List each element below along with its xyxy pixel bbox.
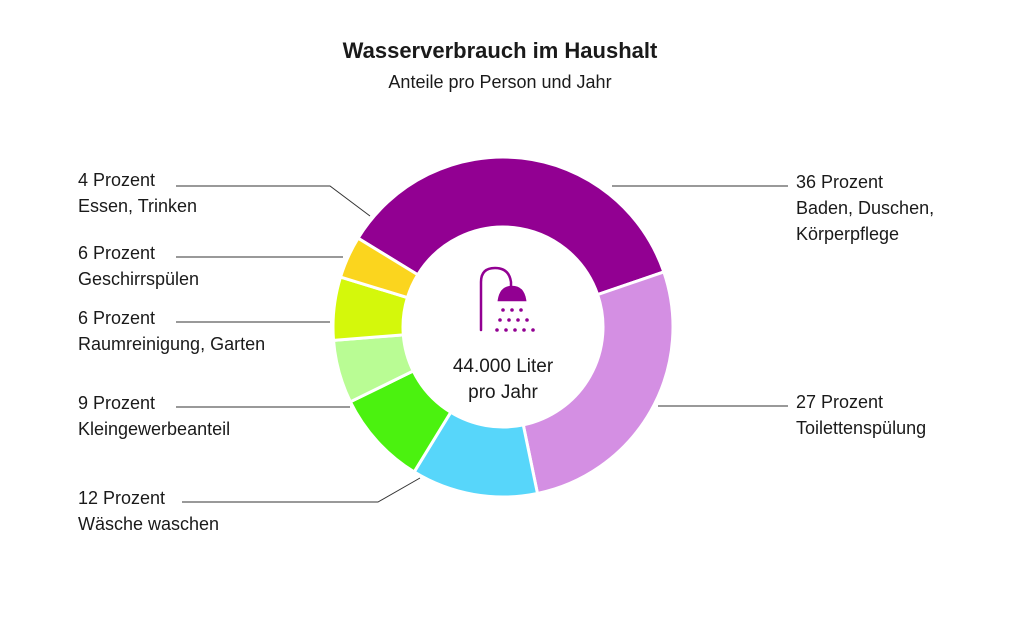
slice-label-1: 36 Prozent Baden, Duschen, Körperpflege [796, 172, 934, 244]
slice-1 [355, 155, 666, 297]
chart-subtitle: Anteile pro Person und Jahr [388, 72, 612, 92]
slice-label-3: 12 Prozent Wäsche waschen [78, 488, 219, 534]
slice-label-5: 6 Prozent Raumreinigung, Garten [78, 308, 265, 354]
slice-label-4: 9 Prozent Kleingewerbeanteil [78, 393, 230, 439]
slice-7 [338, 236, 420, 300]
slice-label-2: 27 Prozent Toilettenspülung [796, 392, 926, 438]
slice-label-7: 4 Prozent Essen, Trinken [78, 170, 197, 216]
slice-2 [521, 270, 675, 496]
leader-line-7 [176, 185, 371, 217]
center-text-line-2: pro Jahr [468, 382, 538, 403]
chart-title: Wasserverbrauch im Haushalt [342, 38, 658, 63]
center-text-line-1: 44.000 Liter [453, 356, 554, 377]
shower-icon [479, 266, 535, 332]
leader-line-3 [182, 477, 421, 503]
slice-label-6: 6 Prozent Geschirrspülen [78, 243, 199, 289]
